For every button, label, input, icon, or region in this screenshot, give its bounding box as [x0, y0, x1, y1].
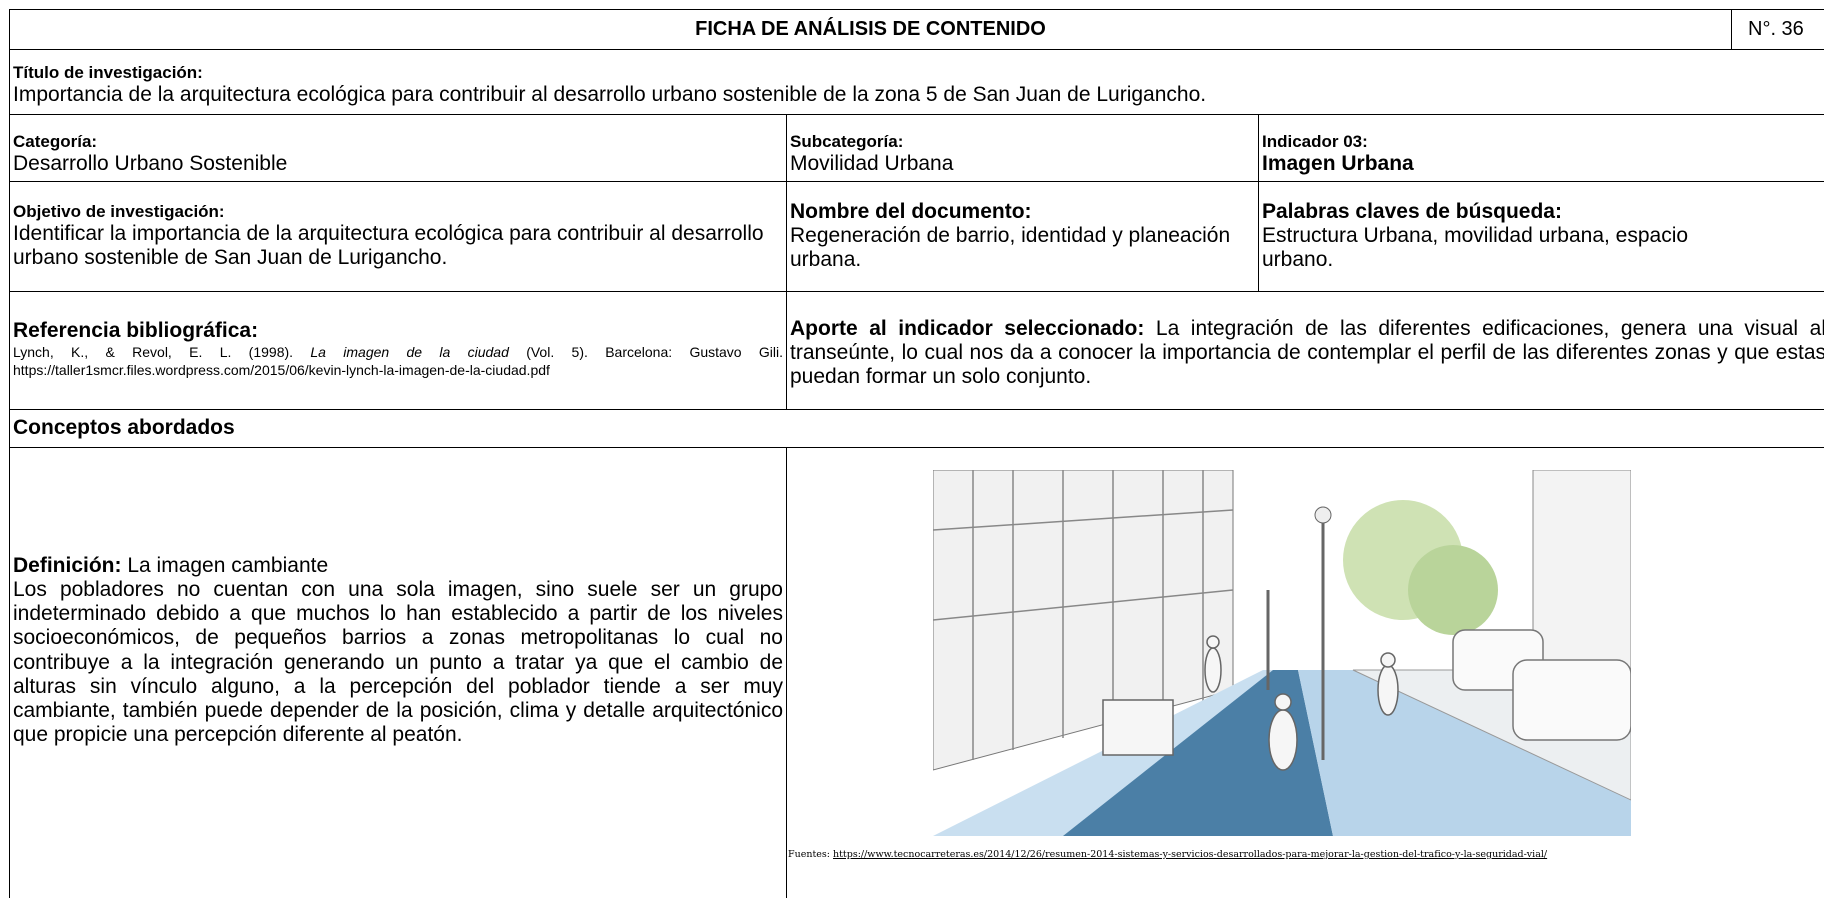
reference-url[interactable]: https://taller1smcr.files.wordpress.com/…: [13, 362, 550, 379]
text: Imagen Urbana: [1262, 151, 1414, 175]
label: Categoría:: [13, 132, 98, 151]
number-cell: N°. 36: [1731, 9, 1824, 50]
heading: Conceptos abordados: [13, 416, 235, 440]
title: La imagen cambiante: [127, 554, 329, 577]
label: Referencia bibliográfica:: [13, 319, 259, 342]
contribution: Aporte al indicador seleccionado: La int…: [790, 317, 1824, 389]
text: Desarrollo Urbano Sostenible: [13, 151, 288, 175]
objective-cell: Objetivo de investigación: Identificar l…: [9, 181, 787, 292]
document-name-cell: Nombre del documento: Regeneración de ba…: [786, 181, 1259, 292]
authors: Lynch, K., & Revol, E. L. (1998).: [13, 344, 294, 361]
sheet-number: N°. 36: [1748, 18, 1804, 40]
keywords-cell: Palabras claves de búsqueda: Estructura …: [1258, 181, 1824, 292]
label: Nombre del documento:: [790, 200, 1032, 223]
definition-text: Los pobladores no cuentan con una sola i…: [13, 578, 783, 746]
indicator-cell: Indicador 03: Imagen Urbana: [1258, 114, 1824, 182]
label: Objetivo de investigación:: [13, 202, 225, 221]
text: Importancia de la arquitectura ecológica…: [13, 82, 1207, 106]
subcategory-cell: Subcategoría: Movilidad Urbana: [786, 114, 1259, 182]
figure-source: Fuentes: https://www.tecnocarreteras.es/…: [788, 849, 1548, 861]
contribution-cell: Aporte al indicador seleccionado: La int…: [786, 291, 1824, 410]
label: Definición:: [13, 554, 122, 577]
source-label: Fuentes:: [788, 849, 830, 860]
definition-cell: Definición: La imagen cambiante Los pobl…: [9, 447, 787, 898]
text: Identificar la importancia de la arquite…: [13, 221, 764, 269]
details: (Vol. 5). Barcelona: Gustavo Gili.: [526, 344, 784, 361]
label: Palabras claves de búsqueda:: [1262, 200, 1562, 223]
figure-cell: Fuentes: https://www.tecnocarreteras.es/…: [786, 447, 1824, 898]
label: Indicador 03:: [1262, 132, 1368, 151]
label: Subcategoría:: [790, 132, 904, 151]
book-title: La imagen de la ciudad: [310, 344, 509, 361]
street-illustration: [933, 470, 1631, 836]
header-title: FICHA DE ANÁLISIS DE CONTENIDO: [695, 18, 1046, 40]
text: Movilidad Urbana: [790, 151, 954, 175]
definition-title: Definición: La imagen cambiante: [13, 554, 783, 578]
category-cell: Categoría: Desarrollo Urbano Sostenible: [9, 114, 787, 182]
header-cell: FICHA DE ANÁLISIS DE CONTENIDO: [9, 9, 1732, 50]
text: La integración de las diferentes edifica…: [790, 317, 1824, 389]
citation: Lynch, K., & Revol, E. L. (1998). La ima…: [13, 343, 783, 361]
research-title-cell: Título de investigación: Importancia de …: [9, 49, 1824, 115]
reference-cell: Referencia bibliográfica: Lynch, K., & R…: [9, 291, 787, 410]
concepts-heading-cell: Conceptos abordados: [9, 409, 1824, 448]
label: Aporte al indicador seleccionado:: [790, 317, 1145, 340]
source-url[interactable]: https://www.tecnocarreteras.es/2014/12/2…: [833, 849, 1548, 860]
text: Regeneración de barrio, identidad y plan…: [790, 224, 1231, 272]
text: Estructura Urbana, movilidad urbana, esp…: [1262, 224, 1689, 272]
label: Título de investigación:: [13, 63, 203, 82]
